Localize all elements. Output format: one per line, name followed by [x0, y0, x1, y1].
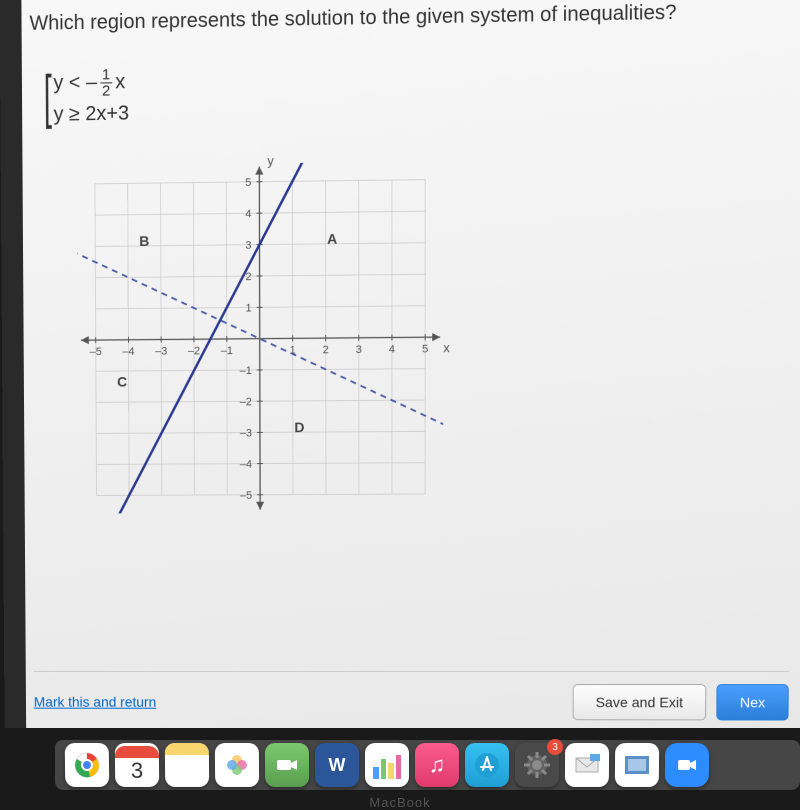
- svg-text:–2: –2: [188, 345, 200, 357]
- svg-text:–4: –4: [240, 459, 252, 471]
- svg-text:B: B: [139, 233, 149, 249]
- ineq2: y ≥ 2x+3: [53, 100, 129, 128]
- svg-text:D: D: [294, 419, 304, 435]
- music-icon[interactable]: ♫: [415, 743, 459, 787]
- svg-text:–1: –1: [240, 365, 252, 377]
- inequality-system: [ y < –12x y ≥ 2x+3: [30, 44, 799, 160]
- next-button[interactable]: Nex: [716, 684, 788, 720]
- svg-text:1: 1: [246, 302, 252, 314]
- svg-text:–4: –4: [122, 346, 134, 358]
- svg-text:3: 3: [245, 240, 251, 252]
- svg-text:4: 4: [389, 344, 395, 356]
- svg-text:5: 5: [245, 177, 251, 189]
- ineq1-neg: –: [86, 71, 97, 93]
- fraction: 12: [100, 67, 112, 99]
- zoom-icon[interactable]: [665, 743, 709, 787]
- svg-text:4: 4: [245, 208, 251, 220]
- svg-text:–1: –1: [221, 345, 233, 357]
- ineq1-op: <: [69, 71, 81, 93]
- svg-text:x: x: [443, 340, 450, 355]
- appstore-icon[interactable]: [465, 743, 509, 787]
- save-exit-button[interactable]: Save and Exit: [572, 684, 706, 720]
- photos-icon[interactable]: [215, 743, 259, 787]
- settings-badge: 3: [547, 739, 563, 755]
- notes-icon[interactable]: [165, 743, 209, 787]
- ineq1-var: x: [115, 71, 125, 93]
- svg-text:–2: –2: [240, 396, 252, 408]
- chrome-icon[interactable]: [65, 743, 110, 787]
- ineq1-lhs: y: [53, 72, 63, 94]
- svg-text:A: A: [327, 231, 337, 247]
- mark-return-link[interactable]: Mark this and return: [34, 694, 157, 710]
- svg-text:5: 5: [422, 343, 428, 355]
- mail-icon[interactable]: [565, 743, 609, 787]
- svg-text:C: C: [117, 374, 127, 390]
- macbook-label: MacBook: [369, 795, 430, 810]
- facetime-icon[interactable]: [265, 743, 309, 787]
- svg-text:–3: –3: [240, 427, 252, 439]
- preview-icon[interactable]: [615, 743, 659, 787]
- svg-text:–3: –3: [155, 346, 167, 358]
- svg-text:2: 2: [323, 344, 329, 356]
- svg-text:–5: –5: [240, 490, 252, 502]
- svg-text:3: 3: [356, 344, 362, 356]
- calendar-icon[interactable]: 3: [115, 743, 159, 787]
- settings-icon[interactable]: 3: [515, 743, 559, 787]
- graph-container: –5–5–4–4–3–3–2–2–1–11122334455xyABCD: [30, 149, 797, 526]
- svg-text:2: 2: [245, 271, 251, 283]
- macos-dock: 3 W ♫ 3: [55, 740, 800, 790]
- svg-text:–5: –5: [90, 346, 102, 358]
- numbers-icon[interactable]: [365, 743, 409, 787]
- word-icon[interactable]: W: [315, 743, 359, 787]
